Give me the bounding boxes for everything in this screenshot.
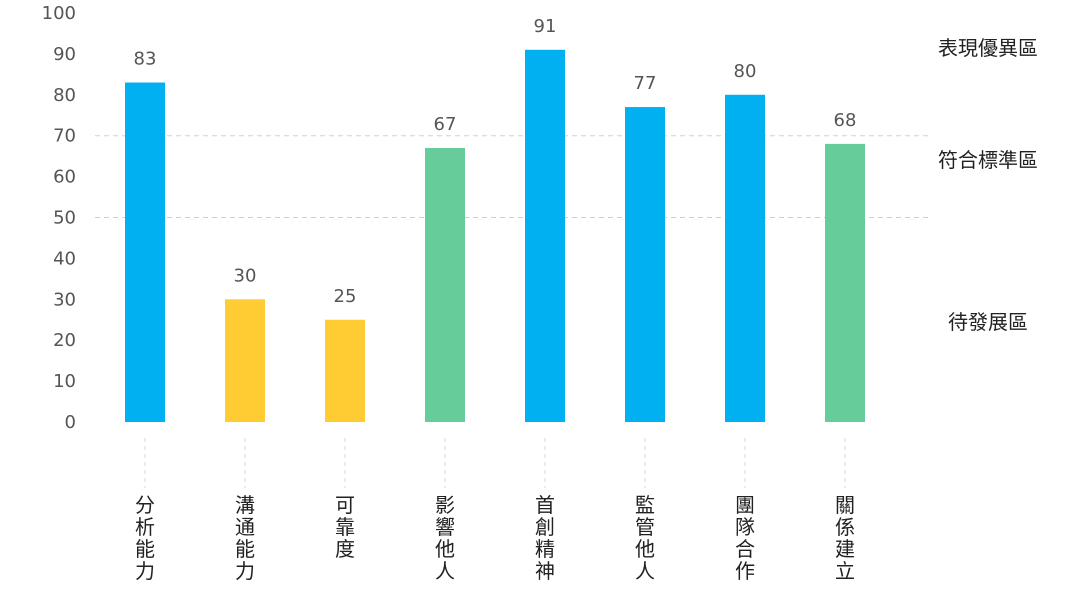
bar [425, 147, 465, 422]
bar [125, 82, 165, 422]
category-guides [144, 438, 846, 488]
x-tick-label: 分析能力 [135, 493, 155, 583]
bar [625, 107, 665, 422]
x-tick-label: 監管他人 [635, 493, 655, 583]
y-tick-label: 70 [53, 126, 76, 147]
data-label: 68 [834, 110, 857, 131]
y-tick-label: 40 [53, 248, 76, 269]
x-tick-label: 溝通能力 [235, 493, 255, 583]
category-labels: 分析能力 溝通能力 可靠度 影響他人 首創精神 監管他人 團隊合作 關係建立 [135, 493, 855, 583]
x-tick-label: 團隊合作 [735, 493, 755, 583]
bar [325, 319, 365, 422]
x-tick-label: 關係建立 [835, 493, 855, 583]
bar [825, 143, 865, 422]
data-label: 91 [534, 16, 557, 37]
y-tick-label: 30 [53, 289, 76, 310]
data-label: 83 [134, 49, 157, 70]
bar [725, 94, 765, 423]
x-tick-label: 首創精神 [535, 493, 555, 583]
data-label: 30 [234, 265, 257, 286]
data-label: 77 [634, 73, 657, 94]
x-tick-label: 影響他人 [435, 493, 455, 583]
y-tick-label: 100 [42, 3, 76, 24]
data-label: 80 [734, 61, 757, 82]
y-tick-label: 10 [53, 371, 76, 392]
data-label: 67 [434, 114, 457, 135]
data-label: 25 [334, 286, 357, 307]
bar [225, 299, 265, 422]
y-tick-label: 60 [53, 167, 76, 188]
value-labels: 83 30 25 67 91 77 80 68 [134, 16, 857, 307]
zone-label: 待發展區 [948, 310, 1028, 334]
y-axis: 0 10 20 30 40 50 60 70 80 90 100 [42, 3, 76, 433]
zone-label: 表現優異區 [938, 36, 1038, 60]
y-tick-label: 80 [53, 85, 76, 106]
bars [125, 49, 865, 423]
y-tick-label: 50 [53, 208, 76, 229]
threshold-lines [95, 135, 930, 218]
y-tick-label: 20 [53, 330, 76, 351]
zone-label: 符合標準區 [938, 148, 1038, 172]
y-tick-label: 90 [53, 44, 76, 65]
bar [525, 49, 565, 423]
y-tick-label: 0 [65, 412, 76, 433]
x-tick-label: 可靠度 [335, 493, 355, 561]
